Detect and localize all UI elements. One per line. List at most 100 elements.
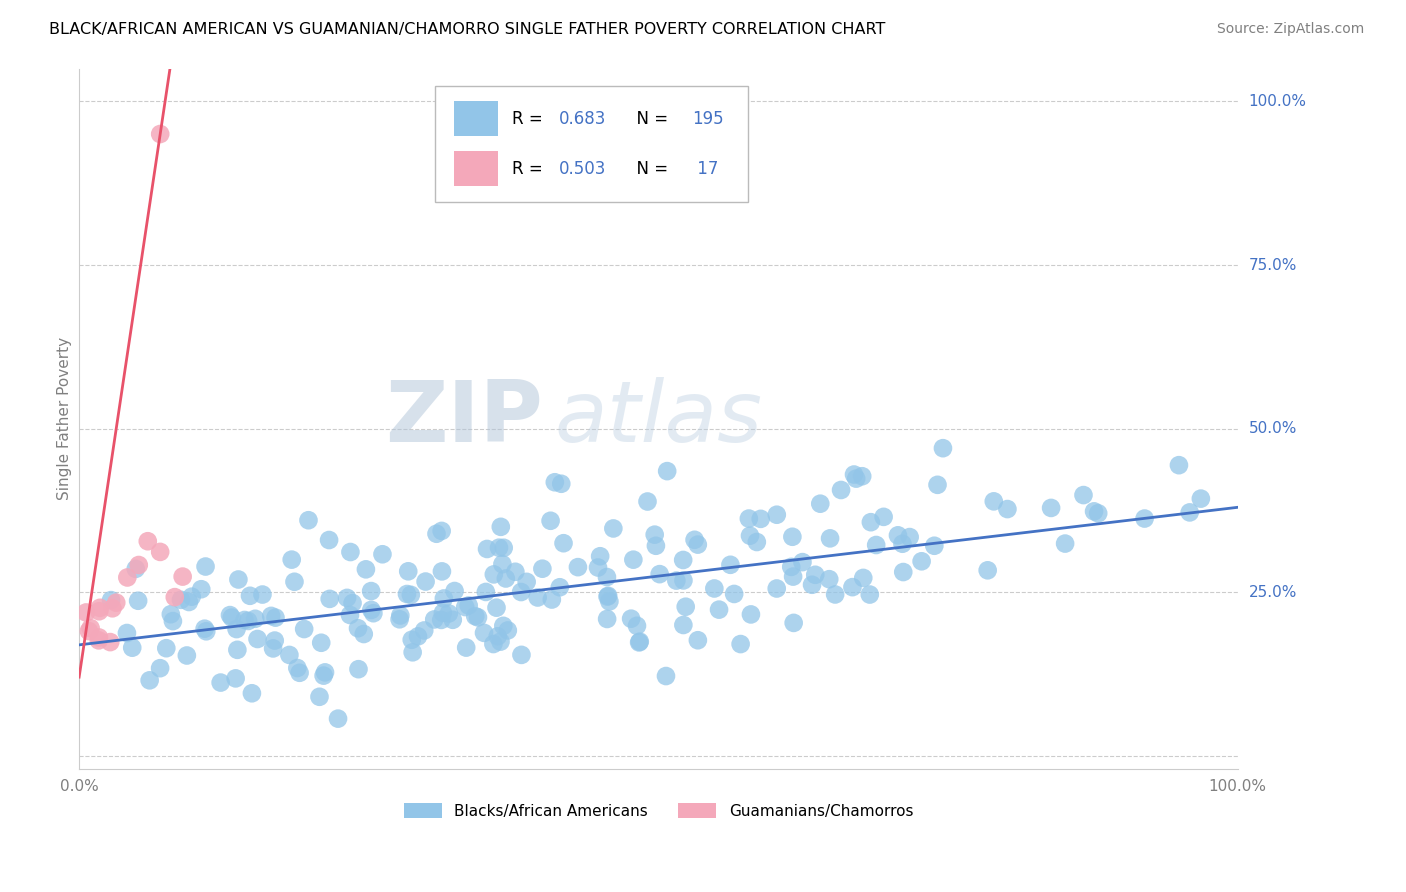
Point: [437, 607, 460, 621]
Point: [160, 607, 183, 622]
Point: [492, 541, 515, 555]
Point: [589, 549, 612, 564]
Text: 0.503: 0.503: [558, 160, 606, 178]
Point: [125, 562, 148, 576]
Point: [976, 563, 998, 577]
Text: Source: ZipAtlas.com: Source: ZipAtlas.com: [1216, 22, 1364, 37]
Text: N =: N =: [626, 160, 673, 178]
Point: [1087, 506, 1109, 520]
Point: [824, 587, 846, 601]
Text: N =: N =: [626, 110, 673, 128]
FancyBboxPatch shape: [454, 152, 499, 186]
Point: [648, 567, 671, 582]
Point: [567, 560, 589, 574]
Point: [225, 672, 247, 686]
Point: [399, 588, 422, 602]
Point: [782, 530, 804, 544]
Point: [553, 536, 575, 550]
Point: [808, 497, 831, 511]
Point: [115, 626, 138, 640]
Point: [841, 580, 863, 594]
Point: [628, 634, 651, 648]
Point: [239, 589, 262, 603]
Point: [655, 669, 678, 683]
Point: [818, 572, 841, 586]
Point: [312, 668, 335, 682]
Point: [782, 615, 804, 630]
Point: [163, 590, 186, 604]
FancyBboxPatch shape: [434, 86, 748, 202]
Point: [318, 533, 340, 547]
Point: [488, 541, 510, 555]
Point: [77, 624, 100, 638]
Point: [87, 631, 110, 645]
Point: [314, 665, 336, 680]
Point: [683, 533, 706, 547]
Point: [360, 584, 382, 599]
Point: [526, 591, 548, 605]
Point: [491, 558, 513, 572]
Point: [456, 640, 478, 655]
Point: [738, 529, 761, 543]
Point: [730, 637, 752, 651]
Text: BLACK/AFRICAN AMERICAN VS GUAMANIAN/CHAMORRO SINGLE FATHER POVERTY CORRELATION C: BLACK/AFRICAN AMERICAN VS GUAMANIAN/CHAM…: [49, 22, 886, 37]
Point: [621, 552, 644, 566]
Point: [645, 539, 668, 553]
Point: [138, 673, 160, 688]
Point: [195, 624, 218, 639]
Point: [415, 574, 437, 589]
Point: [363, 606, 385, 620]
Point: [264, 610, 287, 624]
Y-axis label: Single Father Poverty: Single Father Poverty: [58, 337, 72, 500]
Point: [804, 567, 827, 582]
Point: [842, 467, 865, 482]
FancyBboxPatch shape: [454, 102, 499, 136]
Point: [780, 560, 803, 574]
Point: [221, 610, 243, 624]
Text: ZIP: ZIP: [385, 377, 543, 460]
Point: [620, 612, 643, 626]
Point: [482, 637, 505, 651]
Point: [454, 600, 477, 615]
Point: [531, 562, 554, 576]
Point: [672, 574, 695, 588]
Point: [910, 554, 932, 568]
Point: [347, 621, 370, 635]
Point: [170, 592, 193, 607]
Point: [149, 127, 172, 141]
Point: [482, 567, 505, 582]
Point: [308, 690, 330, 704]
Point: [745, 535, 768, 549]
Point: [859, 588, 882, 602]
Point: [339, 607, 361, 622]
Point: [550, 476, 572, 491]
Point: [318, 591, 340, 606]
Point: [859, 515, 882, 529]
Point: [637, 494, 659, 508]
Point: [801, 578, 824, 592]
Point: [851, 469, 873, 483]
Point: [540, 514, 562, 528]
Point: [898, 530, 921, 544]
Point: [703, 582, 725, 596]
Point: [353, 627, 375, 641]
Point: [263, 633, 285, 648]
Point: [297, 513, 319, 527]
Point: [430, 613, 453, 627]
Point: [98, 635, 121, 649]
Point: [360, 603, 382, 617]
Point: [226, 642, 249, 657]
Point: [852, 571, 875, 585]
Point: [177, 595, 200, 609]
Point: [105, 596, 128, 610]
Point: [89, 600, 111, 615]
Point: [433, 591, 456, 606]
Point: [672, 553, 695, 567]
Point: [240, 686, 263, 700]
Point: [720, 558, 742, 572]
Point: [665, 574, 688, 588]
Point: [430, 524, 453, 538]
Point: [927, 478, 949, 492]
Point: [782, 569, 804, 583]
Point: [872, 509, 894, 524]
